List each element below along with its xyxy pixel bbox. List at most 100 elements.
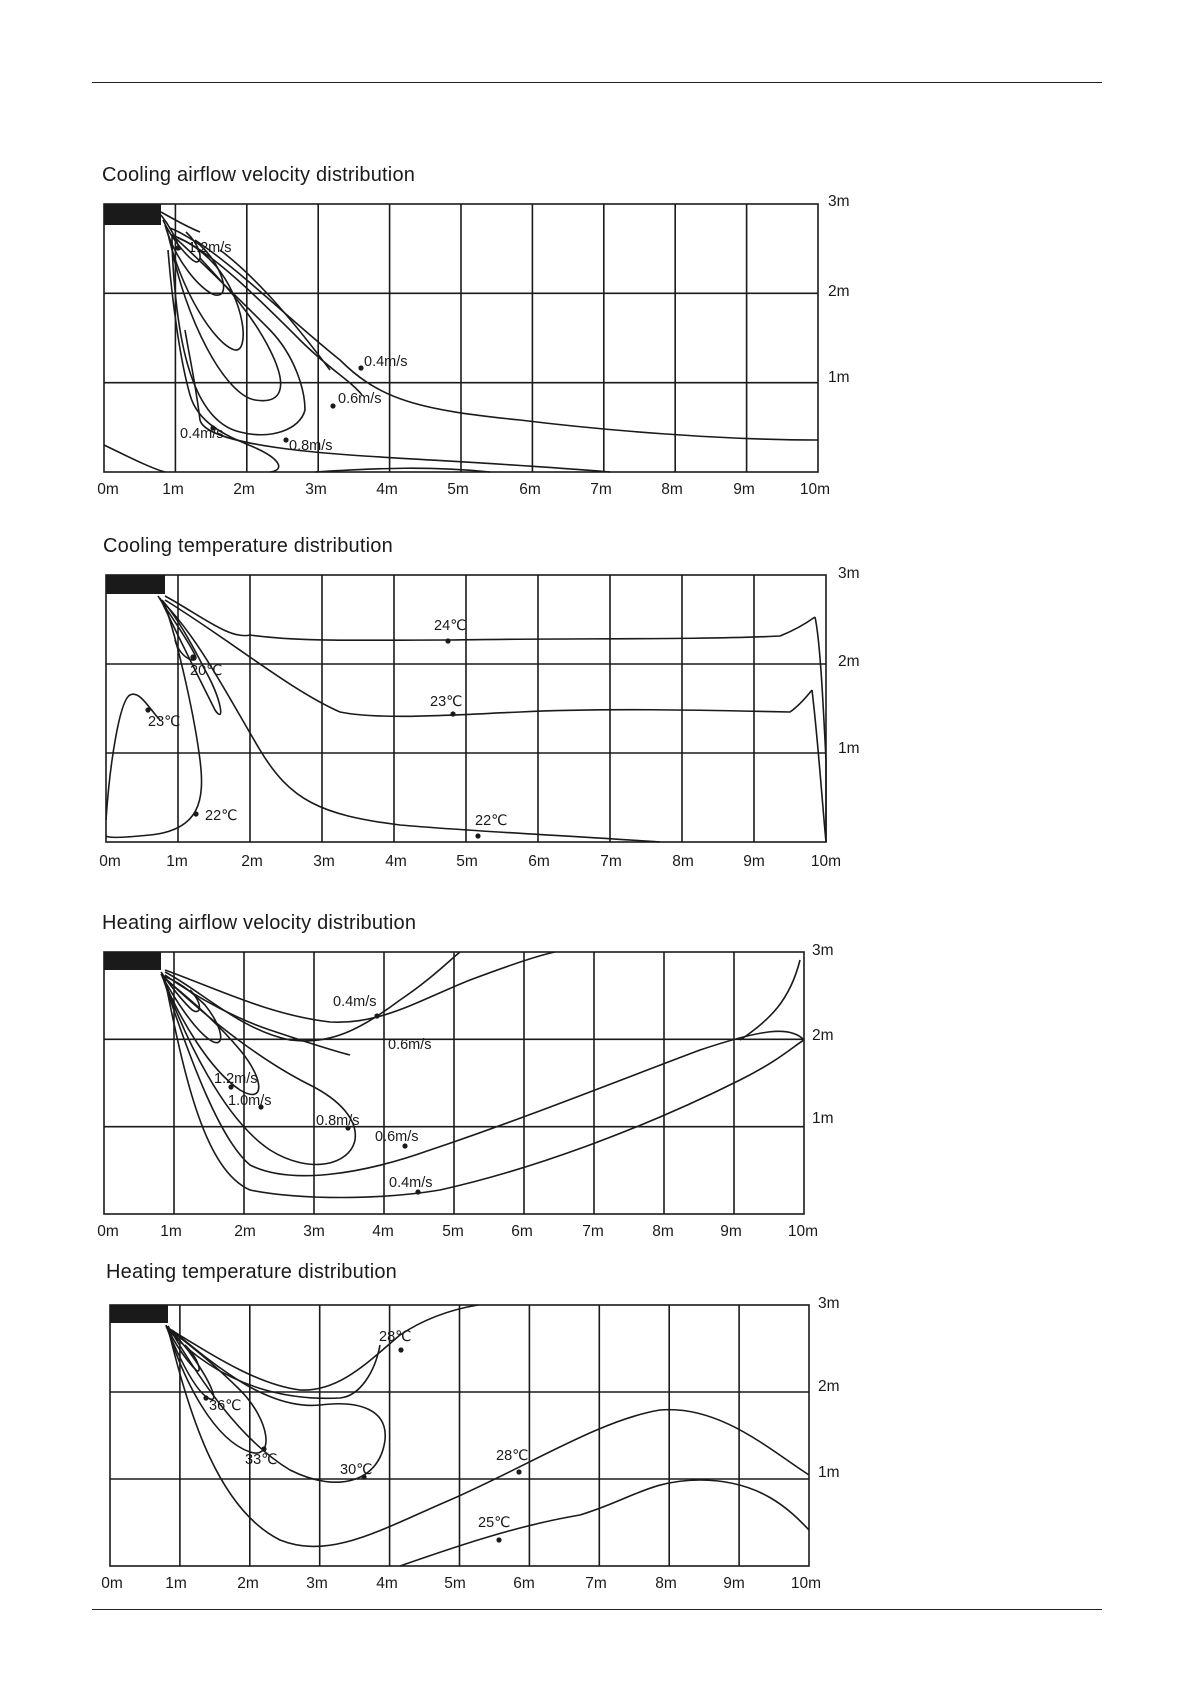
contour-label: 30℃ xyxy=(340,1462,372,1478)
x-tick-label: 3m xyxy=(305,481,327,498)
x-tick-label: 10m xyxy=(791,1575,821,1592)
x-tick-label: 3m xyxy=(313,853,335,870)
x-tick-label: 0m xyxy=(97,481,119,498)
x-tick-label: 4m xyxy=(385,853,407,870)
x-tick-label: 3m xyxy=(306,1575,328,1592)
contour-label: 0.4m/s xyxy=(180,426,224,442)
contour-label: 33℃ xyxy=(245,1452,277,1468)
contour-label: 0.6m/s xyxy=(338,391,382,407)
contour-label: 28℃ xyxy=(379,1329,411,1345)
x-tick-labels: 0m 1m 2m 3m 4m 5m 6m 7m 8m 9m 10m xyxy=(97,481,830,498)
velocity-contours xyxy=(103,211,819,473)
contour-label: 22℃ xyxy=(475,813,507,829)
panel-title: Cooling airflow velocity distribution xyxy=(102,164,416,186)
x-tick-label: 8m xyxy=(672,853,694,870)
panel-title: Heating airflow velocity distribution xyxy=(102,912,417,934)
contour-label: 22℃ xyxy=(205,808,237,824)
x-tick-label: 2m xyxy=(234,1223,256,1240)
x-tick-label: 4m xyxy=(376,481,398,498)
x-tick-label: 7m xyxy=(600,853,622,870)
temperature-contours xyxy=(165,1304,810,1567)
contour-label: 25℃ xyxy=(478,1515,510,1531)
x-tick-label: 0m xyxy=(101,1575,123,1592)
heating-temperature-diagram: 28℃ 36℃ 33℃ 30℃ 28℃ 25℃ 0m 1m 2m 3m 4m 5m 6m 7m… xyxy=(101,1295,840,1592)
x-tick-label: 8m xyxy=(655,1575,677,1592)
grid xyxy=(103,203,819,473)
panel-cooling-temperature: Cooling temperature distribution 24℃ 20℃… xyxy=(0,0,1191,870)
x-tick-label: 9m xyxy=(720,1223,742,1240)
x-tick-label: 6m xyxy=(513,1575,535,1592)
x-tick-label: 10m xyxy=(811,853,841,870)
y-tick-label: 3m xyxy=(828,193,850,210)
x-tick-label: 4m xyxy=(376,1575,398,1592)
y-tick-labels: 3m 2m 1m xyxy=(838,565,860,757)
air-conditioner-unit xyxy=(104,952,161,970)
grid xyxy=(105,574,827,843)
grid xyxy=(109,1304,810,1567)
label-dots xyxy=(228,1013,421,1195)
y-tick-label: 3m xyxy=(812,942,834,959)
y-tick-labels: 3m 2m 1m xyxy=(818,1295,840,1481)
x-tick-label: 10m xyxy=(788,1223,818,1240)
x-tick-label: 10m xyxy=(800,481,830,498)
x-tick-label: 2m xyxy=(241,853,263,870)
y-tick-label: 1m xyxy=(818,1464,840,1481)
panel-title: Heating temperature distribution xyxy=(106,1261,397,1283)
x-tick-label: 1m xyxy=(162,481,184,498)
x-tick-label: 1m xyxy=(165,1575,187,1592)
contour-label: 23℃ xyxy=(430,694,462,710)
x-tick-label: 7m xyxy=(582,1223,604,1240)
header-rule xyxy=(92,82,1102,83)
x-tick-label: 9m xyxy=(743,853,765,870)
contour-label: 0.4m/s xyxy=(389,1175,433,1191)
contour-label: 0.8m/s xyxy=(289,438,333,454)
x-tick-labels: 0m 1m 2m 3m 4m 5m 6m 7m 8m 9m 10m xyxy=(97,1223,818,1240)
x-tick-label: 0m xyxy=(97,1223,119,1240)
air-conditioner-unit xyxy=(104,204,161,225)
x-tick-label: 1m xyxy=(160,1223,182,1240)
contour-label: 20℃ xyxy=(190,663,222,679)
x-tick-label: 0m xyxy=(99,853,121,870)
contour-label: 1.2m/s xyxy=(188,240,232,256)
x-tick-label: 2m xyxy=(237,1575,259,1592)
x-tick-label: 8m xyxy=(652,1223,674,1240)
panel-heating-velocity: Heating airflow velocity distribution 0.… xyxy=(0,0,1191,1240)
panel-title: Cooling temperature distribution xyxy=(103,535,393,557)
contour-label: 0.6m/s xyxy=(375,1129,419,1145)
y-tick-label: 1m xyxy=(828,369,850,386)
x-tick-label: 3m xyxy=(303,1223,325,1240)
y-tick-label: 2m xyxy=(818,1378,840,1395)
label-dots xyxy=(203,1347,522,1543)
x-tick-label: 5m xyxy=(447,481,469,498)
x-tick-label: 1m xyxy=(166,853,188,870)
contour-label: 0.8m/s xyxy=(316,1113,360,1129)
x-tick-label: 5m xyxy=(442,1223,464,1240)
x-tick-label: 9m xyxy=(733,481,755,498)
heating-velocity-diagram: 0.4m/s 0.6m/s 1.2m/s 1.0m/s 0.8m/s 0.6m/… xyxy=(97,942,834,1240)
panel-heating-temperature: Heating temperature distribution 28℃ 36℃… xyxy=(0,0,1191,1592)
x-tick-label: 8m xyxy=(661,481,683,498)
y-tick-labels: 3m 2m 1m xyxy=(812,942,834,1127)
panel-cooling-velocity: Cooling airflow velocity distribution 1.… xyxy=(0,0,1191,498)
x-tick-label: 6m xyxy=(511,1223,533,1240)
x-tick-label: 4m xyxy=(372,1223,394,1240)
cooling-velocity-diagram: 1.2m/s 0.4m/s 0.6m/s 0.4m/s 0.8m/s 0m 1m 2… xyxy=(97,193,850,498)
y-tick-label: 1m xyxy=(812,1110,834,1127)
contour-label: 0.6m/s xyxy=(388,1037,432,1053)
x-tick-label: 7m xyxy=(590,481,612,498)
y-tick-label: 2m xyxy=(812,1027,834,1044)
x-tick-label: 2m xyxy=(233,481,255,498)
x-tick-label: 9m xyxy=(723,1575,745,1592)
x-tick-label: 6m xyxy=(528,853,550,870)
cooling-temperature-diagram: 24℃ 20℃ 23℃ 23℃ 22℃ 22℃ 0m 1m 2m 3m 4m 5m 6m 7m… xyxy=(99,565,860,870)
y-tick-label: 3m xyxy=(838,565,860,582)
x-tick-label: 6m xyxy=(519,481,541,498)
label-dots xyxy=(145,638,481,839)
contour-label: 36℃ xyxy=(209,1398,241,1414)
y-tick-label: 3m xyxy=(818,1295,840,1312)
air-conditioner-unit xyxy=(106,575,165,594)
contour-label: 1.2m/s xyxy=(214,1071,258,1087)
x-tick-labels: 0m 1m 2m 3m 4m 5m 6m 7m 8m 9m 10m xyxy=(99,853,841,870)
x-tick-labels: 0m 1m 2m 3m 4m 5m 6m 7m 8m 9m 10m xyxy=(101,1575,821,1592)
x-tick-label: 5m xyxy=(444,1575,466,1592)
